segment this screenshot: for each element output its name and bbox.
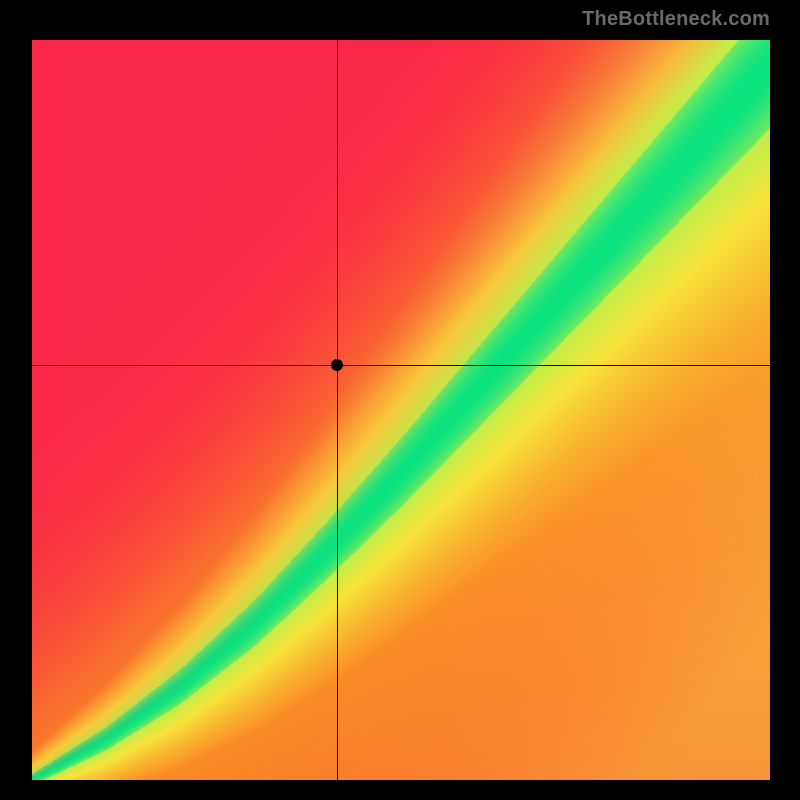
heatmap-plot [32, 40, 770, 780]
heatmap-canvas [32, 40, 770, 780]
attribution-text: TheBottleneck.com [582, 8, 770, 31]
